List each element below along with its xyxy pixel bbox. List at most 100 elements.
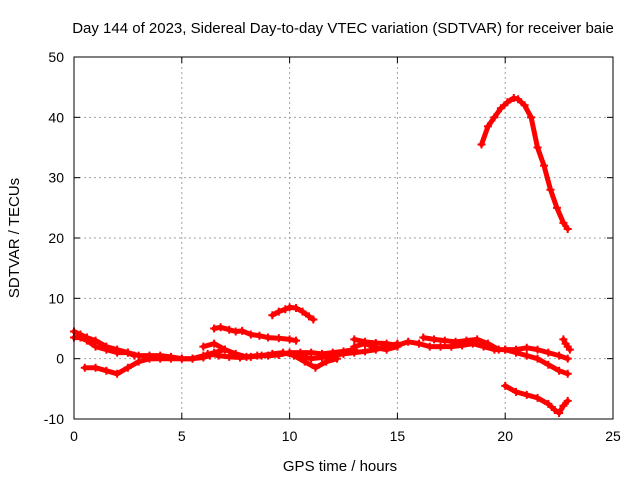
data-point: [102, 366, 111, 375]
data-point: [522, 390, 531, 399]
data-point: [419, 333, 428, 342]
data-point: [563, 354, 572, 363]
x-tick-label: 10: [282, 428, 298, 444]
grid-lines: [74, 57, 613, 419]
data-point: [555, 351, 564, 360]
y-tick-label: 30: [48, 170, 64, 186]
data-point: [199, 342, 208, 351]
chart-title: Day 144 of 2023, Sidereal Day-to-day VTE…: [72, 20, 614, 37]
series-line: [560, 336, 573, 353]
series-track-f: [203, 348, 342, 372]
axis-ticks: 0 5 10 15 20 25 -10 0 10 20 30 40 50: [44, 49, 621, 444]
data-point: [483, 122, 492, 131]
data-point: [236, 353, 245, 362]
data-point: [544, 348, 553, 357]
data-point: [167, 354, 176, 363]
data-point: [145, 354, 154, 363]
data-point: [440, 336, 449, 345]
data-point: [511, 348, 520, 357]
data-point: [279, 348, 288, 357]
data-point: [382, 345, 391, 354]
data-point: [292, 303, 301, 312]
data-point: [414, 339, 423, 348]
data-point: [425, 342, 434, 351]
data-point: [451, 337, 460, 346]
data-point: [533, 143, 542, 152]
data-series: [70, 94, 574, 417]
data-point: [268, 311, 277, 320]
data-point: [473, 335, 482, 344]
y-axis-label: SDTVAR / TECUs: [6, 178, 23, 298]
data-point: [309, 315, 318, 324]
series-track-m: [477, 94, 572, 233]
data-point: [246, 330, 255, 339]
data-point: [522, 343, 531, 352]
data-point: [540, 161, 549, 170]
data-point: [305, 312, 314, 321]
data-point: [501, 381, 510, 390]
data-point: [447, 342, 456, 351]
x-tick-label: 25: [605, 428, 621, 444]
data-point: [514, 95, 523, 104]
data-point: [509, 94, 518, 103]
data-point: [225, 325, 234, 334]
data-point: [307, 354, 316, 363]
data-point: [546, 185, 555, 194]
series-track-k: [419, 333, 503, 354]
x-tick-label: 5: [178, 428, 186, 444]
data-point: [203, 349, 212, 358]
data-point: [274, 334, 283, 343]
data-point: [210, 324, 219, 333]
data-point: [361, 339, 370, 348]
data-point: [552, 203, 561, 212]
data-point: [559, 335, 568, 344]
data-point: [268, 349, 277, 358]
data-point: [563, 224, 572, 233]
data-point: [393, 342, 402, 351]
data-point: [238, 326, 247, 335]
series-track-o: [559, 335, 574, 354]
x-tick-label: 20: [497, 428, 513, 444]
data-point: [113, 345, 122, 354]
x-tick-label: 15: [390, 428, 406, 444]
data-point: [555, 408, 564, 417]
y-tick-label: -10: [44, 411, 64, 427]
data-point: [123, 363, 132, 372]
data-point: [102, 342, 111, 351]
data-point: [130, 351, 139, 360]
data-point: [296, 351, 305, 360]
data-point: [156, 354, 165, 363]
y-tick-label: 50: [48, 49, 64, 65]
data-point: [328, 351, 337, 360]
data-point: [496, 104, 505, 113]
data-point: [533, 393, 542, 402]
series-line: [502, 383, 571, 416]
data-point: [281, 305, 290, 314]
data-point: [511, 387, 520, 396]
data-point: [134, 357, 143, 366]
data-point: [350, 342, 359, 351]
data-point: [113, 369, 122, 378]
data-point: [483, 339, 492, 348]
series-track-b: [70, 327, 139, 360]
data-point: [490, 113, 499, 122]
data-point: [246, 352, 255, 361]
data-point: [220, 345, 229, 354]
data-point: [544, 399, 553, 408]
data-point: [550, 405, 559, 414]
data-point: [533, 354, 542, 363]
data-point: [404, 337, 413, 346]
data-point: [82, 333, 91, 342]
data-point: [298, 307, 307, 316]
data-point: [533, 345, 542, 354]
data-point: [292, 336, 301, 345]
data-point: [91, 363, 100, 372]
data-point: [214, 351, 223, 360]
data-point: [350, 335, 359, 344]
data-point: [274, 307, 283, 316]
data-point: [188, 354, 197, 363]
data-point: [565, 345, 574, 354]
data-point: [255, 331, 264, 340]
data-point: [371, 343, 380, 352]
